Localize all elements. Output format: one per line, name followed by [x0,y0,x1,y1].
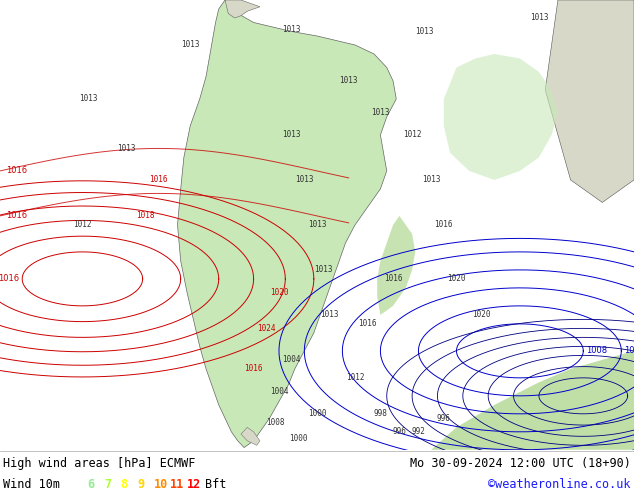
Text: 1013: 1013 [320,310,339,319]
Text: 1013: 1013 [79,95,98,103]
Text: 1024: 1024 [257,324,276,333]
Text: 1013: 1013 [282,24,301,34]
Text: 11: 11 [170,478,184,490]
Text: 1016: 1016 [244,365,263,373]
Text: 1013: 1013 [415,27,434,36]
Text: 1016: 1016 [6,167,27,175]
Text: 1013: 1013 [314,266,333,274]
Text: 7: 7 [104,478,111,490]
Text: 1008: 1008 [586,346,607,355]
Text: 1004: 1004 [282,355,301,365]
Text: 996: 996 [392,427,406,436]
Text: High wind areas [hPa] ECMWF: High wind areas [hPa] ECMWF [3,457,195,470]
Polygon shape [431,351,634,450]
Text: 1016: 1016 [0,274,19,283]
Polygon shape [178,0,396,447]
Text: 996: 996 [437,414,451,423]
Text: 1000: 1000 [288,434,307,443]
Text: 998: 998 [373,409,387,418]
Text: 1016: 1016 [358,319,377,328]
Text: 1012: 1012 [624,346,634,355]
Polygon shape [377,216,415,315]
Text: 1016: 1016 [149,175,168,184]
Text: 12: 12 [186,478,200,490]
Text: 1016: 1016 [434,220,453,229]
Polygon shape [545,0,634,202]
Polygon shape [241,427,260,445]
Text: 1013: 1013 [117,144,136,153]
Polygon shape [444,54,558,180]
Text: 1012: 1012 [346,373,365,382]
Text: 1012: 1012 [73,220,92,229]
Polygon shape [225,0,260,18]
Text: 1008: 1008 [266,418,285,427]
Text: 1018: 1018 [136,211,155,220]
Text: 1000: 1000 [307,409,327,418]
Text: 1013: 1013 [295,175,314,184]
Text: 1020: 1020 [472,310,491,319]
Text: 1020: 1020 [447,274,466,283]
Text: 6: 6 [87,478,94,490]
Text: 9: 9 [137,478,144,490]
Text: Bft: Bft [205,478,227,490]
Text: Wind 10m: Wind 10m [3,478,60,490]
Text: 1013: 1013 [307,220,327,229]
Text: 1013: 1013 [282,130,301,140]
Text: 992: 992 [411,427,425,436]
Text: 1016: 1016 [6,211,27,220]
Text: 8: 8 [120,478,127,490]
Text: 1020: 1020 [269,288,288,297]
Text: 1013: 1013 [422,175,441,184]
Text: 1013: 1013 [181,41,200,49]
Text: 1013: 1013 [371,108,390,117]
Text: 1012: 1012 [403,130,422,140]
Text: ©weatheronline.co.uk: ©weatheronline.co.uk [488,478,631,490]
Text: 1004: 1004 [269,387,288,396]
Text: 1016: 1016 [384,274,403,283]
Text: 1013: 1013 [339,76,358,85]
Text: 10: 10 [153,478,167,490]
Text: Mo 30-09-2024 12:00 UTC (18+90): Mo 30-09-2024 12:00 UTC (18+90) [410,457,631,470]
Text: 1013: 1013 [529,14,548,23]
